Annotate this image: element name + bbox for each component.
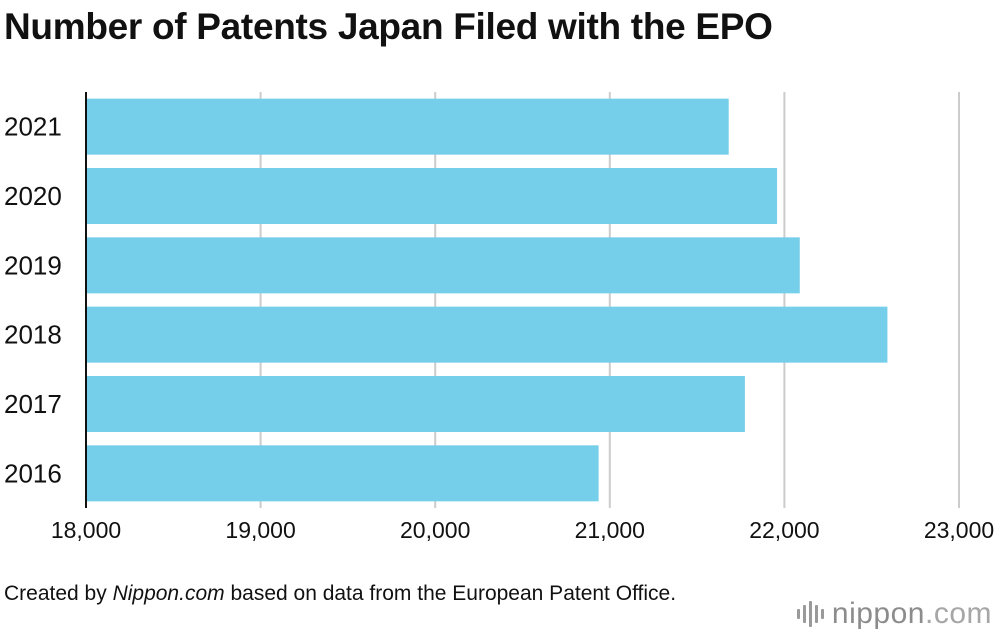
logo-name: nippon — [831, 597, 925, 630]
bar-2020 — [86, 168, 778, 224]
source-name: Nippon.com — [112, 582, 225, 605]
labels: 2021 2020 2019 2018 2017 2016 18,000 19,000 20,0… — [4, 112, 994, 543]
x-tick-label-5: 23,000 — [924, 517, 994, 543]
category-label-2017: 2017 — [4, 389, 62, 419]
gridlines — [259, 92, 960, 508]
source-prefix: Created by — [4, 582, 113, 605]
category-label-2021: 2021 — [4, 112, 62, 142]
logo-suffix: .com — [924, 597, 992, 630]
bar-2017 — [86, 376, 745, 432]
category-label-2020: 2020 — [4, 181, 62, 211]
x-tick-label-3: 21,000 — [575, 517, 645, 543]
source-suffix: based on data from the European Patent O… — [224, 582, 677, 605]
x-tick-label-2: 20,000 — [400, 517, 470, 543]
x-tick-label-0: 18,000 — [51, 517, 121, 543]
source-note: Created by Nippon.com based on data from… — [4, 581, 684, 607]
bar-2019 — [86, 237, 800, 294]
bar-2021 — [86, 98, 729, 155]
category-label-2016: 2016 — [4, 458, 62, 488]
bars — [86, 98, 888, 502]
bar-2018 — [86, 306, 888, 363]
logo-bars-icon — [796, 601, 824, 627]
category-label-2018: 2018 — [4, 320, 62, 350]
chart-title: Number of Patents Japan Filed with the E… — [4, 6, 773, 47]
nippon-logo: nippon.com — [796, 596, 992, 632]
category-label-2019: 2019 — [4, 250, 62, 280]
x-tick-label-1: 19,000 — [225, 517, 295, 543]
bar-2016 — [86, 445, 599, 502]
bar-chart: 2021 2020 2019 2018 2017 2016 18,000 19,000 20,0… — [4, 92, 994, 543]
x-tick-label-4: 22,000 — [749, 517, 819, 543]
